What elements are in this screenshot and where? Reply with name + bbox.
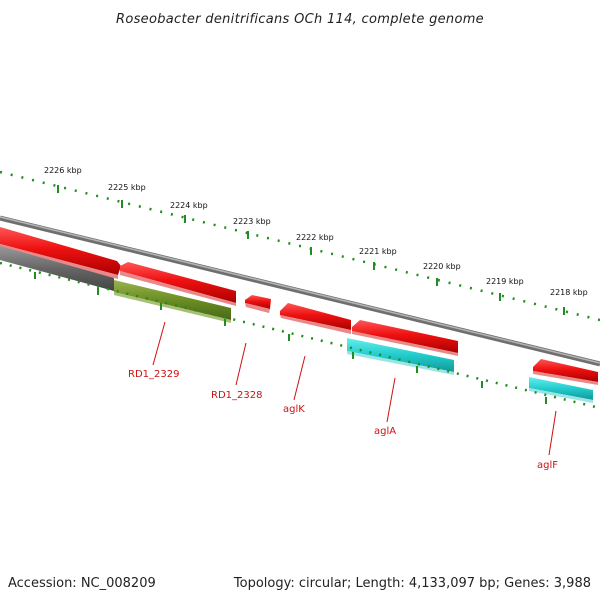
gene-label-agIA: aglA [374,426,396,437]
forward-gene-4[interactable] [352,320,458,356]
forward-gene-5[interactable] [533,359,598,385]
accession-text: Accession: NC_008209 [8,576,156,591]
reverse-gene-agIF[interactable] [529,377,593,403]
kbp-label: 2218 kbp [550,288,588,297]
forward-gene-agIK[interactable] [280,303,351,334]
kbp-label: 2224 kbp [170,201,208,210]
reverse-gene-RD1-2329[interactable] [114,280,231,323]
reverse-gene-grey[interactable] [0,246,114,291]
outer-scale-ring [0,170,600,322]
kbp-label: 2219 kbp [486,277,524,286]
kbp-label: 2222 kbp [296,233,334,242]
map-title: Roseobacter denitrificans OCh 114, compl… [116,12,484,27]
gene-label-agIF: aglF [537,460,558,471]
forward-gene-3[interactable] [245,295,271,313]
kbp-label: 2223 kbp [233,217,271,226]
forward-gene-1[interactable] [0,227,121,279]
kbp-label: 2225 kbp [108,183,146,192]
inner-scale-ring [0,261,600,410]
genome-backbone [0,215,600,367]
gene-label-agIK: aglK [283,404,305,415]
genome-summary-text: Topology: circular; Length: 4,133,097 bp… [233,576,591,591]
kbp-label: 2220 kbp [423,262,461,271]
gene-label-RD1-2328: RD1_2328 [211,390,262,401]
gene-label-RD1-2329: RD1_2329 [128,369,179,380]
kbp-label: 2226 kbp [44,166,82,175]
kbp-label: 2221 kbp [359,247,397,256]
reverse-gene-agIA[interactable] [347,338,454,375]
forward-gene-2[interactable] [120,262,236,306]
label-leaders [152,321,557,456]
